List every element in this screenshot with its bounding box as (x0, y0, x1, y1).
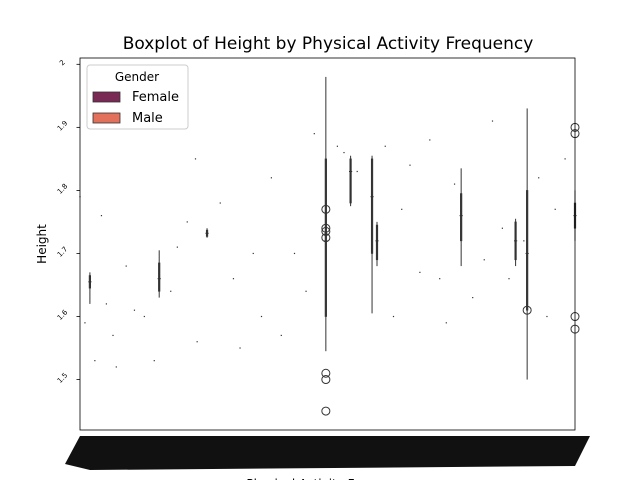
y-axis-label: Height (35, 224, 49, 264)
box (460, 193, 463, 242)
legend-swatch (92, 112, 121, 124)
box (349, 158, 352, 204)
outlier (321, 226, 331, 236)
outlier (321, 233, 331, 243)
box (375, 224, 379, 261)
plot-area (79, 76, 580, 416)
box (158, 262, 161, 292)
legend-label: Female (132, 90, 179, 105)
legend-title: Gender (115, 70, 159, 84)
outlier (321, 406, 331, 416)
box (526, 190, 529, 311)
legend: Gender Female Male (86, 64, 189, 130)
plot-frame (79, 57, 576, 431)
outlier (522, 305, 532, 315)
box (370, 158, 374, 254)
outlier (321, 204, 331, 214)
x-tick-label-clutter (65, 436, 590, 470)
legend-swatch (92, 91, 121, 103)
x-axis-label: Physical Activity Frequency (246, 477, 409, 480)
outlier (321, 375, 331, 385)
y-tick-label: 2 (58, 58, 67, 67)
outlier (321, 368, 331, 378)
chart-title: Boxplot of Height by Physical Activity F… (123, 34, 534, 54)
box (324, 158, 327, 317)
legend-label: Male (132, 111, 163, 126)
outlier (321, 223, 331, 233)
